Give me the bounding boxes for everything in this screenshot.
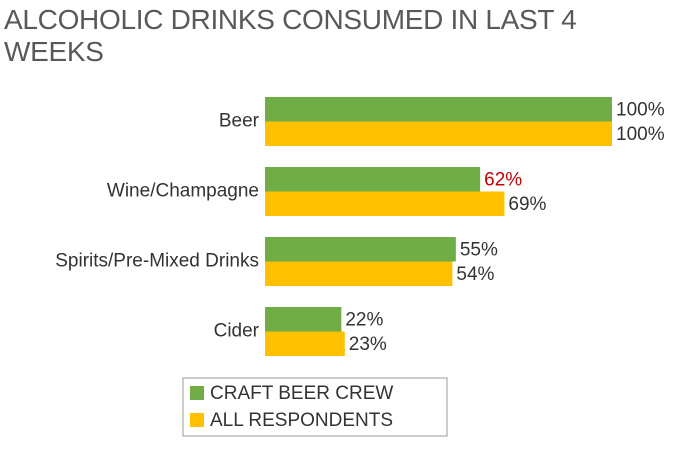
bar bbox=[265, 331, 345, 356]
legend-label: ALL RESPONDENTS bbox=[210, 410, 393, 431]
category-label: Wine/Champagne bbox=[107, 181, 259, 202]
category-label: Spirits/Pre-Mixed Drinks bbox=[55, 251, 259, 272]
value-label: 54% bbox=[456, 264, 494, 285]
bar bbox=[265, 261, 453, 286]
legend-label: CRAFT BEER CREW bbox=[210, 383, 393, 404]
category-label: Cider bbox=[214, 321, 260, 342]
bar bbox=[265, 167, 481, 192]
bar bbox=[265, 191, 505, 216]
bar bbox=[265, 121, 612, 146]
value-label: 22% bbox=[345, 309, 383, 330]
value-label: 23% bbox=[349, 334, 387, 355]
legend-marker bbox=[190, 413, 204, 427]
chart-title: ALCOHOLIC DRINKS CONSUMED IN LAST 4 WEEK… bbox=[4, 4, 577, 67]
value-label: 100% bbox=[616, 99, 665, 120]
bar bbox=[265, 97, 612, 122]
value-label: 69% bbox=[508, 194, 546, 215]
bar bbox=[265, 307, 342, 332]
bar bbox=[265, 237, 456, 262]
value-label: 100% bbox=[616, 124, 665, 145]
legend-marker bbox=[190, 386, 204, 400]
category-label: Beer bbox=[219, 111, 260, 132]
legend-box bbox=[182, 377, 448, 437]
value-label: 62% bbox=[484, 169, 522, 190]
value-label: 55% bbox=[460, 239, 498, 260]
